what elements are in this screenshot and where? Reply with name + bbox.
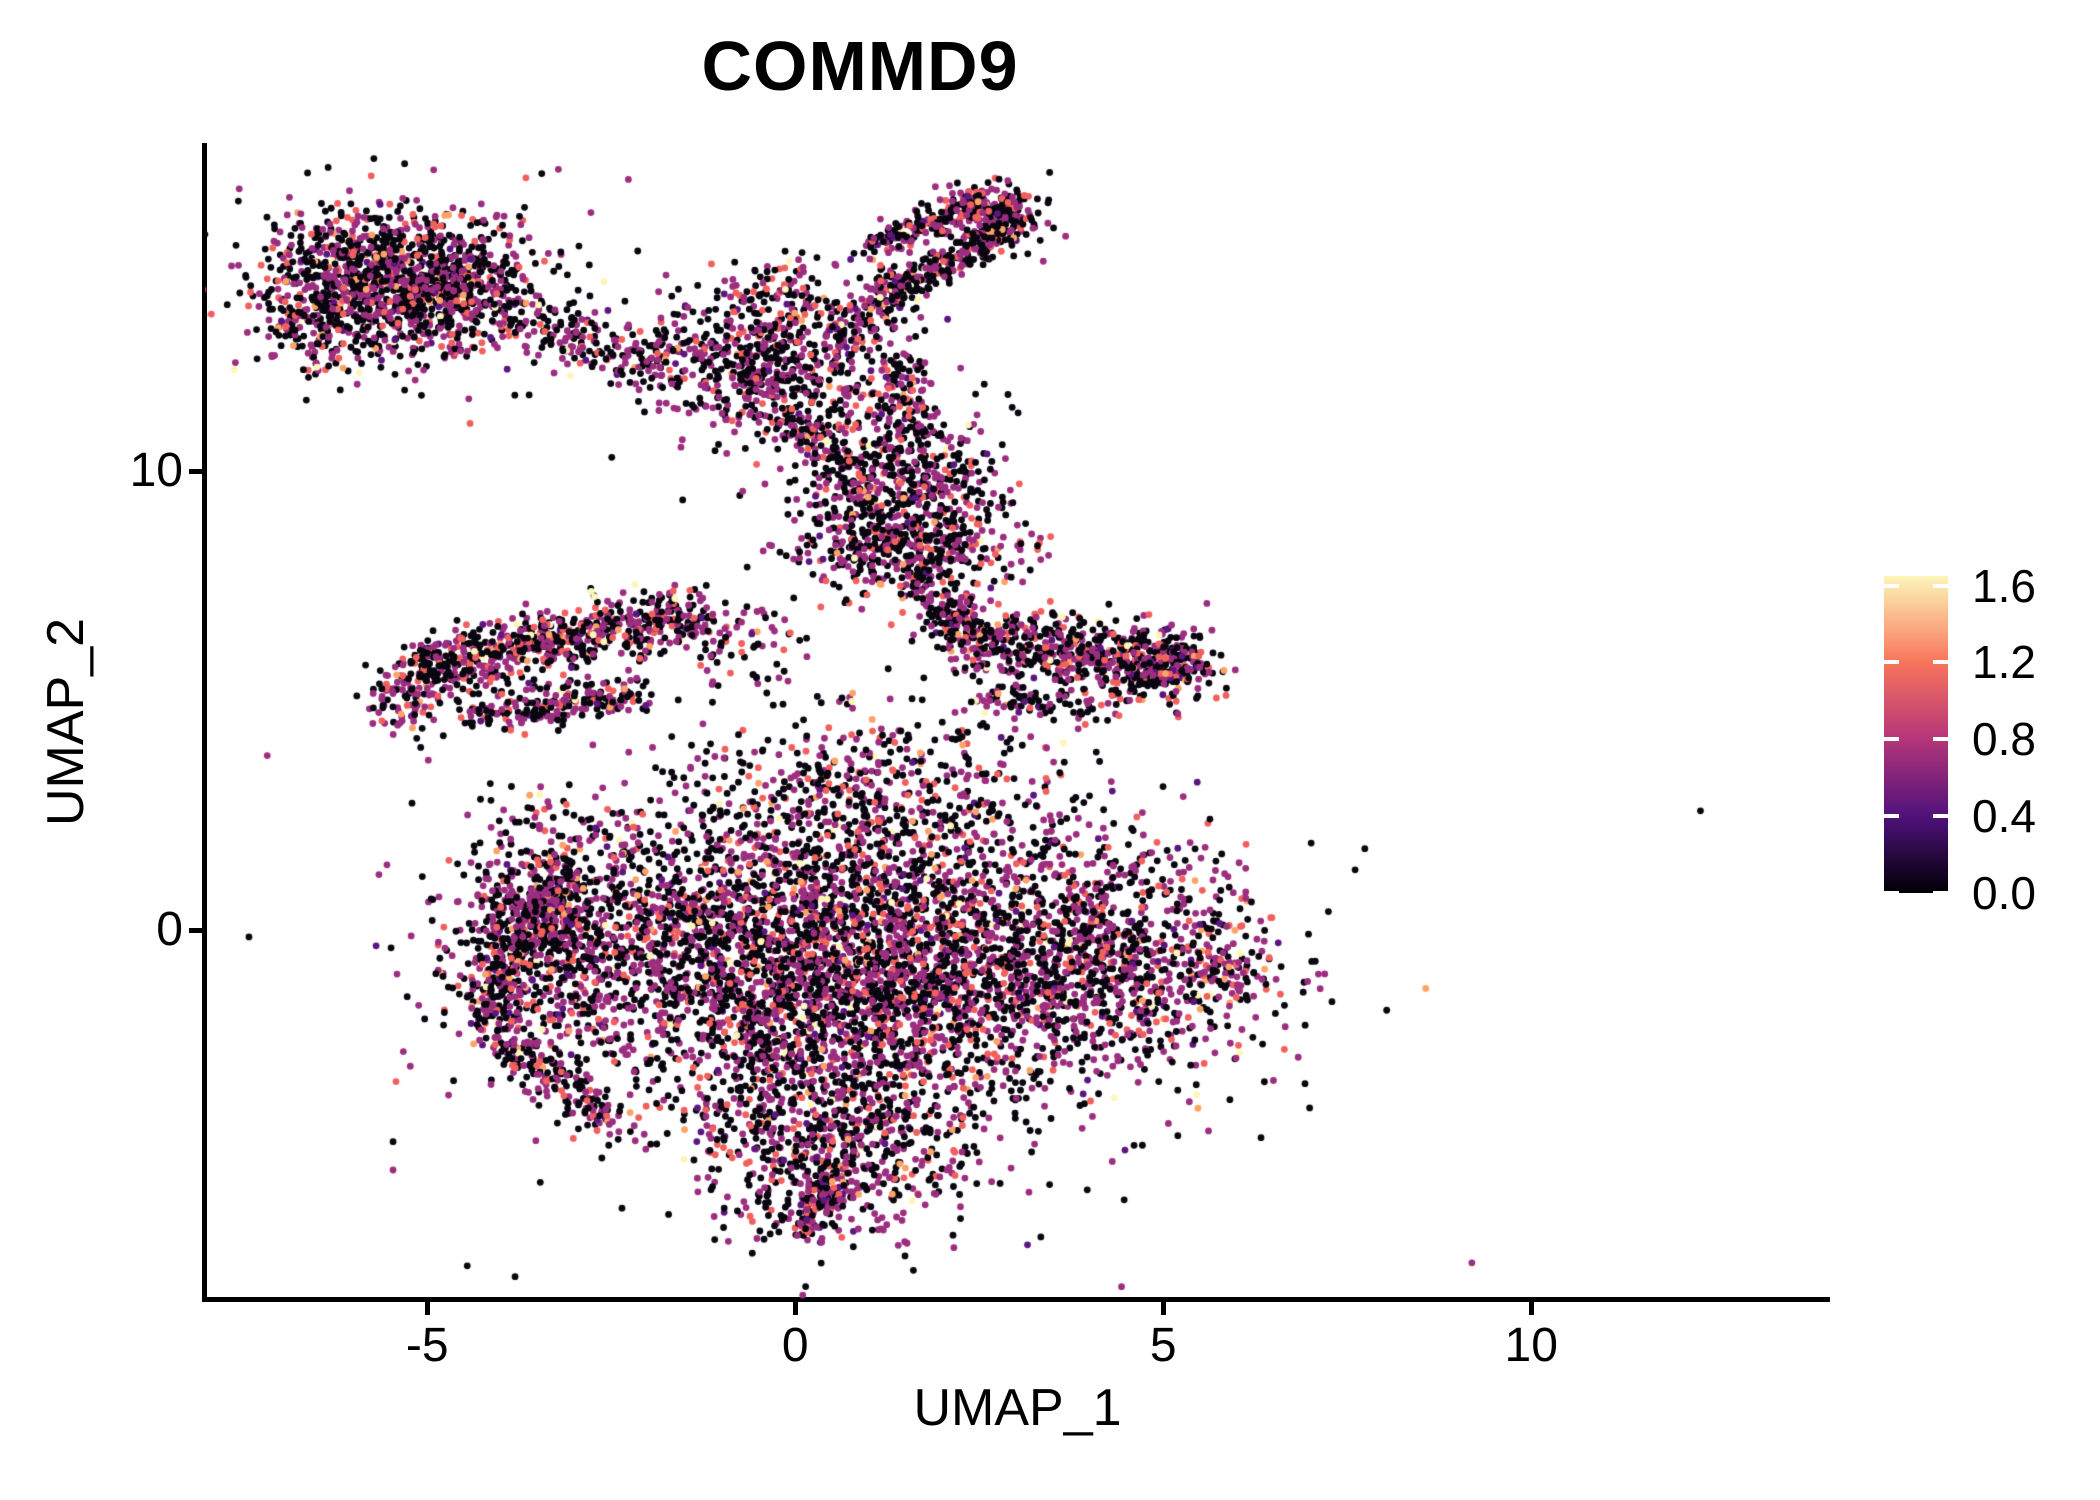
colorbar-tick-dash: [1933, 814, 1948, 819]
colorbar-tick-label: 0.0: [1972, 867, 2036, 919]
colorbar-tick-label: 0.8: [1972, 713, 2036, 766]
x-tick-label: -5: [405, 1319, 449, 1372]
colorbar-tick-dash: [1884, 583, 1899, 588]
colorbar-tick-label: 1.2: [1972, 636, 2036, 689]
colorbar-tick-dash: [1884, 891, 1899, 895]
x-tick-mark: [425, 1302, 431, 1315]
y-tick-label: 0: [156, 903, 183, 957]
umap-scatter-canvas: [205, 143, 1830, 1302]
y-tick-mark: [189, 469, 202, 475]
colorbar-tick-label: 1.6: [1972, 559, 2036, 612]
x-tick-label: 10: [1504, 1319, 1558, 1372]
colorbar-tick-dash: [1933, 660, 1948, 665]
x-tick-label: 0: [781, 1319, 809, 1372]
y-axis-title: UMAP_2: [37, 617, 95, 827]
x-tick-label: 5: [1149, 1319, 1177, 1372]
colorbar-tick-dash: [1884, 660, 1899, 665]
y-axis-line: [202, 143, 207, 1302]
y-tick-label: 10: [129, 444, 183, 498]
x-tick-mark: [793, 1302, 799, 1315]
colorbar-tick-label: 0.4: [1972, 790, 2036, 843]
colorbar-tick-dash: [1884, 814, 1899, 819]
colorbar-tick-dash: [1933, 583, 1948, 588]
colorbar-tick-dash: [1933, 891, 1948, 895]
colorbar-tick-dash: [1933, 737, 1948, 742]
y-tick-mark: [189, 928, 202, 934]
x-axis-title: UMAP_1: [913, 1379, 1122, 1437]
colorbar-tick-dash: [1884, 737, 1899, 742]
plot-title: COMMD9: [701, 27, 1019, 105]
x-tick-mark: [1161, 1302, 1167, 1315]
colorbar-gradient: [1884, 576, 1948, 893]
x-tick-mark: [1529, 1302, 1535, 1315]
